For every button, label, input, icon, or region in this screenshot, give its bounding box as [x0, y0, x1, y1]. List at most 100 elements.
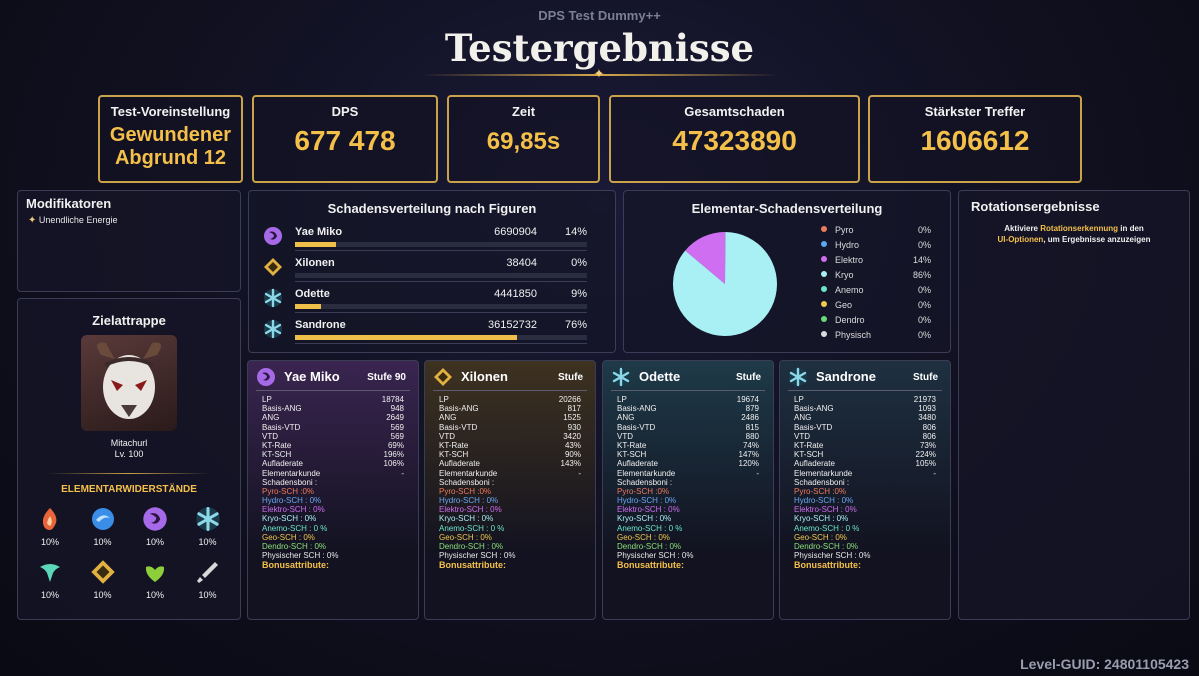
stat-label: Basis-VTD — [617, 422, 656, 432]
bonus-row: Pyro-SCH :0% — [617, 486, 670, 496]
resistance-value: 10% — [198, 590, 217, 600]
legend-label: Geo — [835, 300, 853, 310]
legend-item-pyro: Pyro 0% — [821, 225, 931, 240]
stat-label: KT-SCH — [617, 450, 647, 460]
stat-label: Aufladerate — [262, 459, 303, 469]
stat-label: ANG — [794, 413, 812, 423]
stat-value: 224% — [915, 450, 936, 460]
bonus-row: Anemo-SCH : 0 % — [439, 523, 505, 533]
stat-label: ANG — [617, 413, 635, 423]
stat-value: 806 — [922, 422, 936, 432]
stat-value: 3480 — [918, 413, 936, 423]
cryo-icon — [788, 367, 808, 387]
strongest-hit-value: 1606612 — [920, 125, 1030, 156]
damage-bar-fill — [295, 242, 336, 247]
bonus-row: Kryo-SCH : 0% — [262, 514, 317, 524]
rotation-detection-link[interactable]: Rotationserkennung — [1040, 224, 1119, 233]
rotation-text: , um Ergebnisse anzuzeigen — [1043, 235, 1151, 244]
pie-slice-elektro — [685, 232, 726, 284]
bonus-row: Physischer SCH : 0% — [439, 551, 516, 561]
stat-value: - — [756, 468, 759, 478]
legend-percent: 0% — [917, 285, 931, 295]
time-value: 69,85s — [486, 128, 561, 155]
cryo-icon — [195, 506, 221, 532]
geo-icon — [90, 559, 116, 585]
legend-label: Hydro — [835, 240, 860, 250]
bonus-row: Hydro-SCH : 0% — [262, 496, 322, 506]
bonus-row: Elektro-SCH : 0% — [794, 505, 857, 515]
row-divider — [295, 250, 587, 251]
bonus-row: Kryo-SCH : 0% — [439, 514, 494, 524]
stat-row: KT-SCH 147% — [617, 450, 759, 459]
damage-bar-track — [295, 304, 587, 309]
resistance-value: 10% — [93, 590, 112, 600]
dummy-level: Lv. 100 — [114, 449, 144, 459]
stat-label: LP — [617, 395, 627, 404]
time-box: Zeit 69,85s — [447, 95, 600, 183]
ui-options-link[interactable]: UI-Optionen — [997, 235, 1044, 244]
row-divider — [295, 281, 587, 282]
legend-label: Pyro — [835, 225, 854, 235]
stat-row: Basis-ANG 817 — [439, 404, 581, 413]
stat-row: KT-Rate 74% — [617, 441, 759, 450]
resistance-value: 10% — [145, 537, 164, 547]
cryo-icon — [263, 319, 283, 344]
stat-row: Aufladerate 106% — [262, 459, 404, 468]
stat-value: 147% — [738, 450, 759, 460]
card-character-name: Odette — [639, 369, 681, 384]
target-dummy-panel: Zielattrappe Mitachurl Lv. 100 ELEMENTAR… — [17, 298, 241, 620]
stat-value: 1525 — [563, 413, 581, 423]
total-damage-box: Gesamtschaden 47323890 — [609, 95, 860, 183]
stat-label: KT-SCH — [439, 450, 469, 460]
damage-bar-track — [295, 335, 587, 340]
stat-value: 43% — [564, 440, 581, 450]
character-card-odette: Odette Stufe LP 19674 Basis-ANG 879 ANG 2486 Bas… — [602, 360, 774, 620]
stat-row: Schadensboni : — [794, 478, 936, 487]
damage-bar-fill — [295, 335, 517, 340]
card-level: Stufe — [913, 372, 938, 383]
bonus-row: Kryo-SCH : 0% — [794, 514, 849, 524]
dummy-name: Mitachurl — [110, 438, 148, 448]
preset-value-line2: Abgrund 12 — [114, 147, 227, 169]
damage-bar-track — [295, 242, 587, 247]
legend-percent: 0% — [917, 330, 931, 340]
resistance-item: 10% — [188, 506, 228, 547]
hydro-icon — [90, 506, 116, 532]
bonus-row: Pyro-SCH :0% — [262, 486, 315, 496]
stat-value: 21973 — [913, 395, 936, 404]
card-character-name: Sandrone — [816, 369, 876, 384]
resistance-value: 10% — [40, 590, 59, 600]
distribution-row: Odette 4441850 9% — [263, 288, 587, 316]
resistance-item: 10% — [188, 559, 228, 600]
stat-row: ANG 3480 — [794, 413, 936, 422]
bonus-attributes-label: Bonusattribute: — [794, 560, 861, 571]
preset-value-line1: Gewundener — [109, 124, 232, 146]
mitachurl-portrait — [81, 335, 177, 431]
stat-label: LP — [262, 395, 272, 404]
anemo-icon — [37, 559, 63, 585]
electro-icon — [263, 226, 283, 251]
stat-value: 930 — [567, 422, 581, 432]
bonus-row: Hydro-SCH : 0% — [617, 496, 677, 506]
physical-icon — [195, 559, 221, 585]
legend-dot — [821, 316, 827, 322]
character-name: Yae Miko — [295, 226, 343, 238]
bonus-attributes-label: Bonusattribute: — [617, 560, 684, 571]
stat-row: Schadensboni : — [617, 478, 759, 487]
stat-label: VTD — [617, 431, 633, 441]
stat-value: 69% — [387, 440, 404, 450]
stat-row: Basis-VTD 930 — [439, 423, 581, 432]
level-guid: Level-GUID: 24801105423 — [1020, 656, 1189, 672]
bonus-row: Physischer SCH : 0% — [617, 551, 694, 561]
resistance-item: 10% — [83, 506, 123, 547]
legend-percent: 0% — [917, 240, 931, 250]
dummy-title: Zielattrappe — [92, 313, 166, 328]
card-stats: LP 20266 Basis-ANG 817 ANG 1525 Basis-VTD 930 VT… — [439, 395, 581, 571]
character-percent: 0% — [571, 257, 587, 269]
legend-item-physisch: Physisch 0% — [821, 330, 931, 345]
stat-value: 18784 — [381, 395, 404, 404]
stat-value: 105% — [915, 459, 936, 469]
stat-label: Schadensboni : — [617, 477, 673, 487]
resistance-item: 10% — [30, 506, 70, 547]
legend-item-kryo: Kryo 86% — [821, 270, 931, 285]
